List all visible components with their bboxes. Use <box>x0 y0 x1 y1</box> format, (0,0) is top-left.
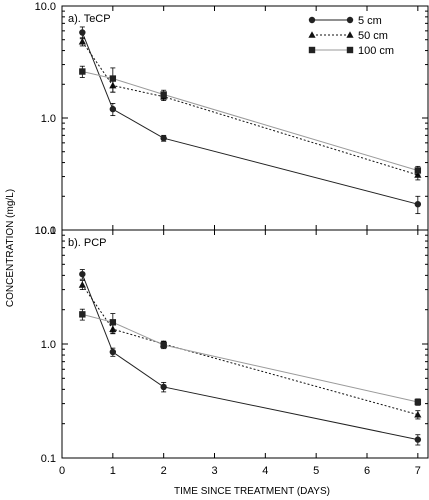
marker-triangle <box>346 31 354 38</box>
panel-label: a). TeCP <box>68 13 111 25</box>
legend: 5 cm 50 cm 100 cm <box>308 15 394 57</box>
marker-square <box>79 68 86 75</box>
series-50-cm <box>78 280 422 420</box>
x-tick-label: 6 <box>364 465 370 477</box>
marker-triangle <box>414 410 422 418</box>
series-line <box>81 32 418 205</box>
marker-circle <box>79 29 86 36</box>
marker-triangle <box>308 31 316 38</box>
series-50-cm <box>78 37 422 181</box>
marker-circle <box>308 16 316 24</box>
series-5-cm <box>79 269 422 446</box>
marker-square <box>346 46 354 54</box>
x-tick-label: 0 <box>59 465 65 477</box>
y-tick-label: 10.0 <box>35 1 56 13</box>
series-100-cm <box>79 65 422 176</box>
marker-circle <box>79 270 86 278</box>
series-100-cm <box>79 308 422 406</box>
x-tick-label: 3 <box>211 465 217 477</box>
marker-square <box>414 167 422 174</box>
marker-square <box>160 341 167 349</box>
series-line <box>81 273 418 441</box>
marker-circle <box>414 436 422 443</box>
series-line <box>82 71 418 171</box>
series-line <box>82 313 418 403</box>
x-tick-label: 4 <box>262 465 268 477</box>
marker-triangle <box>78 37 86 45</box>
series-5-cm <box>79 26 422 215</box>
y-tick-label: 1.0 <box>41 339 56 351</box>
x-tick-label: 7 <box>415 465 421 477</box>
legend-label: 50 cm <box>358 30 388 42</box>
x-tick-label: 1 <box>110 465 116 477</box>
x-tick-label: 5 <box>313 465 319 477</box>
x-axis-label: TIME SINCE TREATMENT (DAYS) <box>174 486 330 497</box>
legend-label: 5 cm <box>358 15 382 27</box>
marker-square <box>160 91 167 98</box>
x-tick-label: 2 <box>161 465 167 477</box>
plot-layer: 0.1 1.0 10.0 a). TeCP 5 cm 50 cm 100 cm 0.1 1.0 1… <box>35 1 429 477</box>
marker-circle <box>414 200 422 208</box>
y-tick-label: 10.0 <box>35 225 56 237</box>
marker-square <box>414 398 422 406</box>
marker-triangle <box>78 281 86 288</box>
plot-frame <box>61 229 429 459</box>
marker-circle <box>160 135 167 142</box>
panel-a: 0.1 1.0 10.0 a). TeCP 5 cm 50 cm 100 cm <box>35 1 429 237</box>
legend-label: 100 cm <box>358 45 394 57</box>
marker-circle <box>109 105 117 113</box>
y-axis-label: CONCENTRATION (mg/L) <box>5 189 16 307</box>
panel-label: b). PCP <box>68 237 107 249</box>
series-line <box>81 284 418 416</box>
marker-circle <box>346 16 354 24</box>
marker-square <box>109 75 117 82</box>
y-tick-label: 0.1 <box>41 225 56 237</box>
marker-square <box>308 46 316 54</box>
y-tick-label: 0.1 <box>41 453 56 465</box>
marker-circle <box>160 383 167 391</box>
marker-square <box>79 311 86 318</box>
y-tick-label: 1.0 <box>41 113 56 125</box>
marker-circle <box>109 348 117 356</box>
panel-b: 0.1 1.0 10.0 0 1 2 3 4 5 6 7 b). PCP <box>35 225 429 477</box>
marker-square <box>109 319 117 326</box>
